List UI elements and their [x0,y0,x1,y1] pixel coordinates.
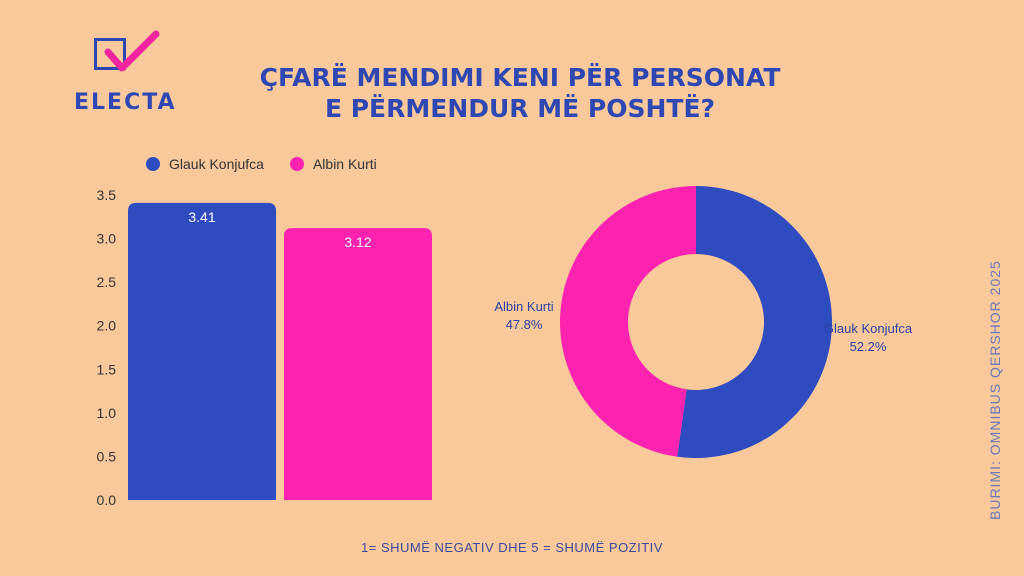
logo-check-icon [104,30,160,72]
bar-value-label: 3.12 [344,234,371,250]
y-tick-label: 1.0 [97,405,117,421]
scale-footnote: 1= SHUMË NEGATIV DHE 5 = SHUMË POZITIV [361,540,663,555]
title-line-2: E PËRMENDUR MË POSHTË? [324,94,716,123]
legend-dot-konjufca [146,157,160,171]
y-tick-label: 1.5 [97,361,117,377]
bar-value-label: 3.41 [188,209,215,225]
y-tick-label: 2.5 [97,274,117,290]
bar-chart: 0.0 0.5 1.0 1.5 2.0 2.5 3.0 3.5 3.41 3.12 [97,187,432,508]
y-tick-label: 0.5 [97,448,117,464]
page-title: ÇFARË MENDIMI KENI PËR PERSONAT E PËRMEN… [220,62,820,124]
title-line-1: ÇFARË MENDIMI KENI PËR PERSONAT [259,63,781,92]
donut-slice [559,186,696,457]
y-tick-label: 3.5 [97,187,117,203]
chart-legend: Glauk Konjufca Albin Kurti [146,156,377,172]
slice-percent-label: 47.8% [506,317,543,332]
y-tick-label: 0.0 [97,492,117,508]
slice-percent-label: 52.2% [850,339,887,354]
bar [128,202,276,500]
logo-text: ELECTA [74,90,177,115]
slice-name-label: Glauk Konjufca [824,321,913,336]
y-tick-label: 2.0 [97,318,117,334]
legend-dot-kurti [289,157,304,171]
legend-item-konjufca: Glauk Konjufca [146,156,264,172]
donut-slice [677,186,832,458]
legend-item-kurti: Albin Kurti [289,156,377,172]
bar [284,228,432,500]
donut-chart: Glauk Konjufca 52.2% Albin Kurti 47.8% [494,186,913,458]
y-tick-label: 3.0 [97,231,117,247]
slice-name-label: Albin Kurti [494,299,553,314]
legend-label-konjufca: Glauk Konjufca [169,156,264,172]
source-label: BURIMI: OMNIBUS QERSHOR 2025 [987,260,1003,520]
electa-logo: ELECTA [68,30,178,116]
legend-label-kurti: Albin Kurti [312,156,377,172]
logo-box-icon [94,38,126,70]
